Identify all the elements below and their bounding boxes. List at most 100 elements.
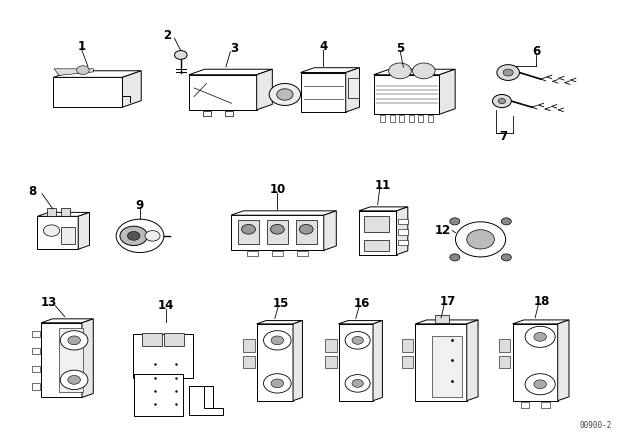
Polygon shape: [397, 207, 408, 255]
Circle shape: [501, 218, 511, 225]
Circle shape: [145, 231, 160, 241]
Text: 17: 17: [439, 295, 456, 308]
FancyBboxPatch shape: [348, 78, 359, 98]
Text: 10: 10: [269, 183, 285, 196]
Polygon shape: [557, 320, 569, 401]
FancyBboxPatch shape: [301, 73, 346, 112]
Polygon shape: [257, 321, 303, 324]
Text: 6: 6: [532, 45, 541, 58]
Polygon shape: [82, 319, 93, 397]
Text: 12: 12: [435, 224, 451, 237]
Circle shape: [345, 375, 370, 392]
FancyBboxPatch shape: [380, 115, 385, 122]
Circle shape: [60, 331, 88, 350]
FancyBboxPatch shape: [33, 331, 40, 337]
FancyBboxPatch shape: [364, 216, 389, 232]
FancyBboxPatch shape: [419, 115, 424, 122]
Polygon shape: [189, 387, 223, 415]
FancyBboxPatch shape: [61, 227, 75, 244]
Circle shape: [413, 63, 435, 79]
Circle shape: [271, 379, 284, 388]
FancyBboxPatch shape: [38, 216, 78, 249]
Circle shape: [352, 336, 364, 345]
FancyBboxPatch shape: [238, 220, 259, 244]
Text: 14: 14: [158, 299, 175, 312]
Polygon shape: [415, 320, 478, 324]
Polygon shape: [257, 69, 273, 110]
Polygon shape: [231, 211, 336, 215]
FancyBboxPatch shape: [359, 211, 397, 255]
Circle shape: [501, 254, 511, 261]
Circle shape: [127, 232, 140, 240]
Polygon shape: [339, 321, 383, 324]
Circle shape: [534, 332, 547, 341]
Text: 11: 11: [374, 179, 391, 192]
FancyBboxPatch shape: [374, 75, 440, 114]
Text: 13: 13: [41, 296, 57, 309]
FancyBboxPatch shape: [189, 387, 212, 413]
Text: 5: 5: [396, 42, 404, 55]
FancyBboxPatch shape: [415, 324, 467, 401]
Polygon shape: [54, 71, 141, 78]
Text: 00900-2: 00900-2: [579, 422, 612, 431]
FancyBboxPatch shape: [246, 251, 258, 257]
FancyBboxPatch shape: [296, 220, 317, 244]
FancyBboxPatch shape: [521, 402, 529, 408]
FancyBboxPatch shape: [399, 115, 404, 122]
FancyBboxPatch shape: [432, 336, 462, 397]
FancyBboxPatch shape: [272, 251, 283, 257]
Circle shape: [388, 63, 412, 79]
FancyBboxPatch shape: [428, 115, 433, 122]
FancyBboxPatch shape: [257, 324, 293, 401]
Circle shape: [242, 224, 255, 234]
Text: 1: 1: [77, 40, 86, 53]
FancyBboxPatch shape: [243, 340, 255, 352]
FancyBboxPatch shape: [33, 366, 40, 372]
FancyBboxPatch shape: [59, 328, 83, 392]
Text: 3: 3: [230, 42, 238, 55]
FancyBboxPatch shape: [33, 383, 40, 389]
Text: 4: 4: [319, 40, 327, 53]
Polygon shape: [324, 211, 336, 250]
Circle shape: [450, 218, 460, 225]
Polygon shape: [41, 319, 93, 323]
FancyBboxPatch shape: [398, 240, 408, 245]
FancyBboxPatch shape: [189, 75, 257, 110]
Circle shape: [498, 99, 506, 103]
Circle shape: [503, 69, 513, 76]
FancyBboxPatch shape: [499, 356, 510, 368]
Text: 18: 18: [533, 295, 550, 308]
Circle shape: [269, 83, 301, 105]
FancyBboxPatch shape: [61, 208, 70, 216]
Circle shape: [450, 254, 460, 261]
Circle shape: [345, 332, 370, 349]
Circle shape: [534, 380, 547, 388]
FancyBboxPatch shape: [133, 334, 193, 378]
FancyBboxPatch shape: [164, 333, 184, 345]
FancyBboxPatch shape: [401, 356, 413, 368]
FancyBboxPatch shape: [325, 356, 337, 368]
Circle shape: [77, 66, 89, 74]
Polygon shape: [122, 71, 141, 107]
FancyBboxPatch shape: [297, 251, 308, 257]
FancyBboxPatch shape: [47, 208, 56, 216]
FancyBboxPatch shape: [225, 111, 233, 116]
Polygon shape: [54, 69, 93, 75]
Circle shape: [44, 225, 60, 236]
FancyBboxPatch shape: [401, 340, 413, 352]
FancyBboxPatch shape: [390, 115, 395, 122]
Polygon shape: [374, 69, 455, 75]
FancyBboxPatch shape: [398, 219, 408, 224]
Circle shape: [276, 89, 293, 100]
Circle shape: [264, 374, 291, 393]
Polygon shape: [301, 68, 360, 73]
Polygon shape: [346, 68, 360, 112]
Text: 2: 2: [163, 29, 171, 42]
FancyBboxPatch shape: [231, 215, 324, 250]
Circle shape: [271, 336, 284, 345]
FancyBboxPatch shape: [513, 324, 557, 401]
FancyBboxPatch shape: [33, 348, 40, 354]
Circle shape: [300, 224, 313, 234]
Circle shape: [264, 331, 291, 350]
Circle shape: [467, 230, 494, 249]
